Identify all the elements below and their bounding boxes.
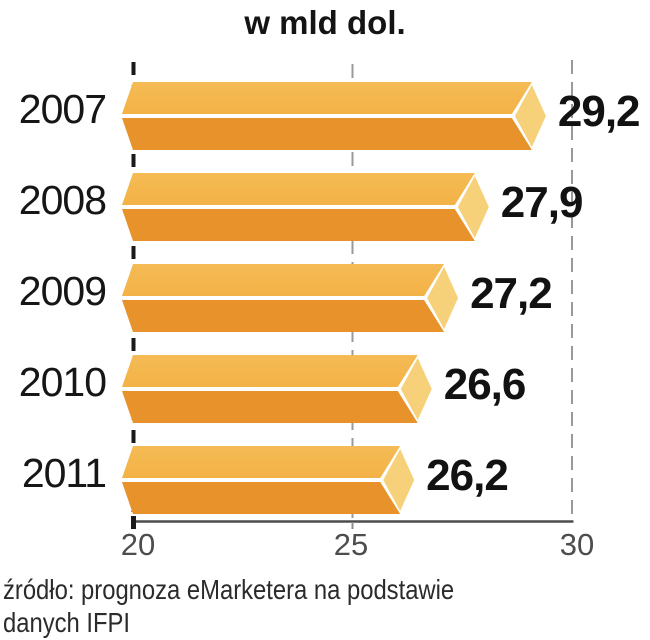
bar-2008-bottom-face xyxy=(122,209,475,241)
x-axis-tick-label-20: 20 xyxy=(120,527,156,562)
bar-2009-bottom-face xyxy=(122,300,445,332)
plot-area: 20 25 30 2007 29,2 2008 27,9 2009 27,2 2010 26,… xyxy=(18,60,641,562)
year-label-2008: 2008 xyxy=(18,177,107,223)
bar-2007-bottom-face xyxy=(122,118,532,150)
bar-2009-end-cap xyxy=(427,267,459,329)
bar-2009-top-face xyxy=(122,264,445,296)
bar-2007-top-face xyxy=(122,82,532,114)
value-label-2011: 26,2 xyxy=(426,451,509,500)
value-label-2008: 27,9 xyxy=(500,178,584,227)
x-axis-tick-label-25: 25 xyxy=(333,527,369,562)
year-label-2011: 2011 xyxy=(21,450,107,496)
value-label-2010: 26,6 xyxy=(443,360,527,409)
source-line-2: danych IFPI xyxy=(3,606,130,638)
value-label-2009: 27,2 xyxy=(470,269,553,318)
bar-2010-bottom-face xyxy=(122,391,418,423)
bar-2011-end-cap xyxy=(383,449,415,511)
year-label-2010: 2010 xyxy=(18,359,107,405)
chart-title: w mld dol. xyxy=(244,4,406,41)
bar-2010-end-cap xyxy=(400,358,432,420)
bar-2010-top-face xyxy=(122,355,418,387)
bar-2007-end-cap xyxy=(514,85,546,147)
year-label-2009: 2009 xyxy=(18,268,107,314)
value-label-2007: 29,2 xyxy=(557,87,641,136)
x-axis-tick-label-30: 30 xyxy=(559,527,595,562)
source-note: źródło: prognoza eMarketera na podstawie… xyxy=(3,574,454,639)
bar-chart xyxy=(121,60,574,529)
bar-2011-top-face xyxy=(122,446,401,478)
bar-2011-bottom-face xyxy=(122,482,401,514)
bar-2008-end-cap xyxy=(457,176,489,238)
bar-2008-top-face xyxy=(122,173,475,205)
source-line-1: źródło: prognoza eMarketera na podstawie xyxy=(3,574,455,605)
year-label-2007: 2007 xyxy=(18,86,107,132)
